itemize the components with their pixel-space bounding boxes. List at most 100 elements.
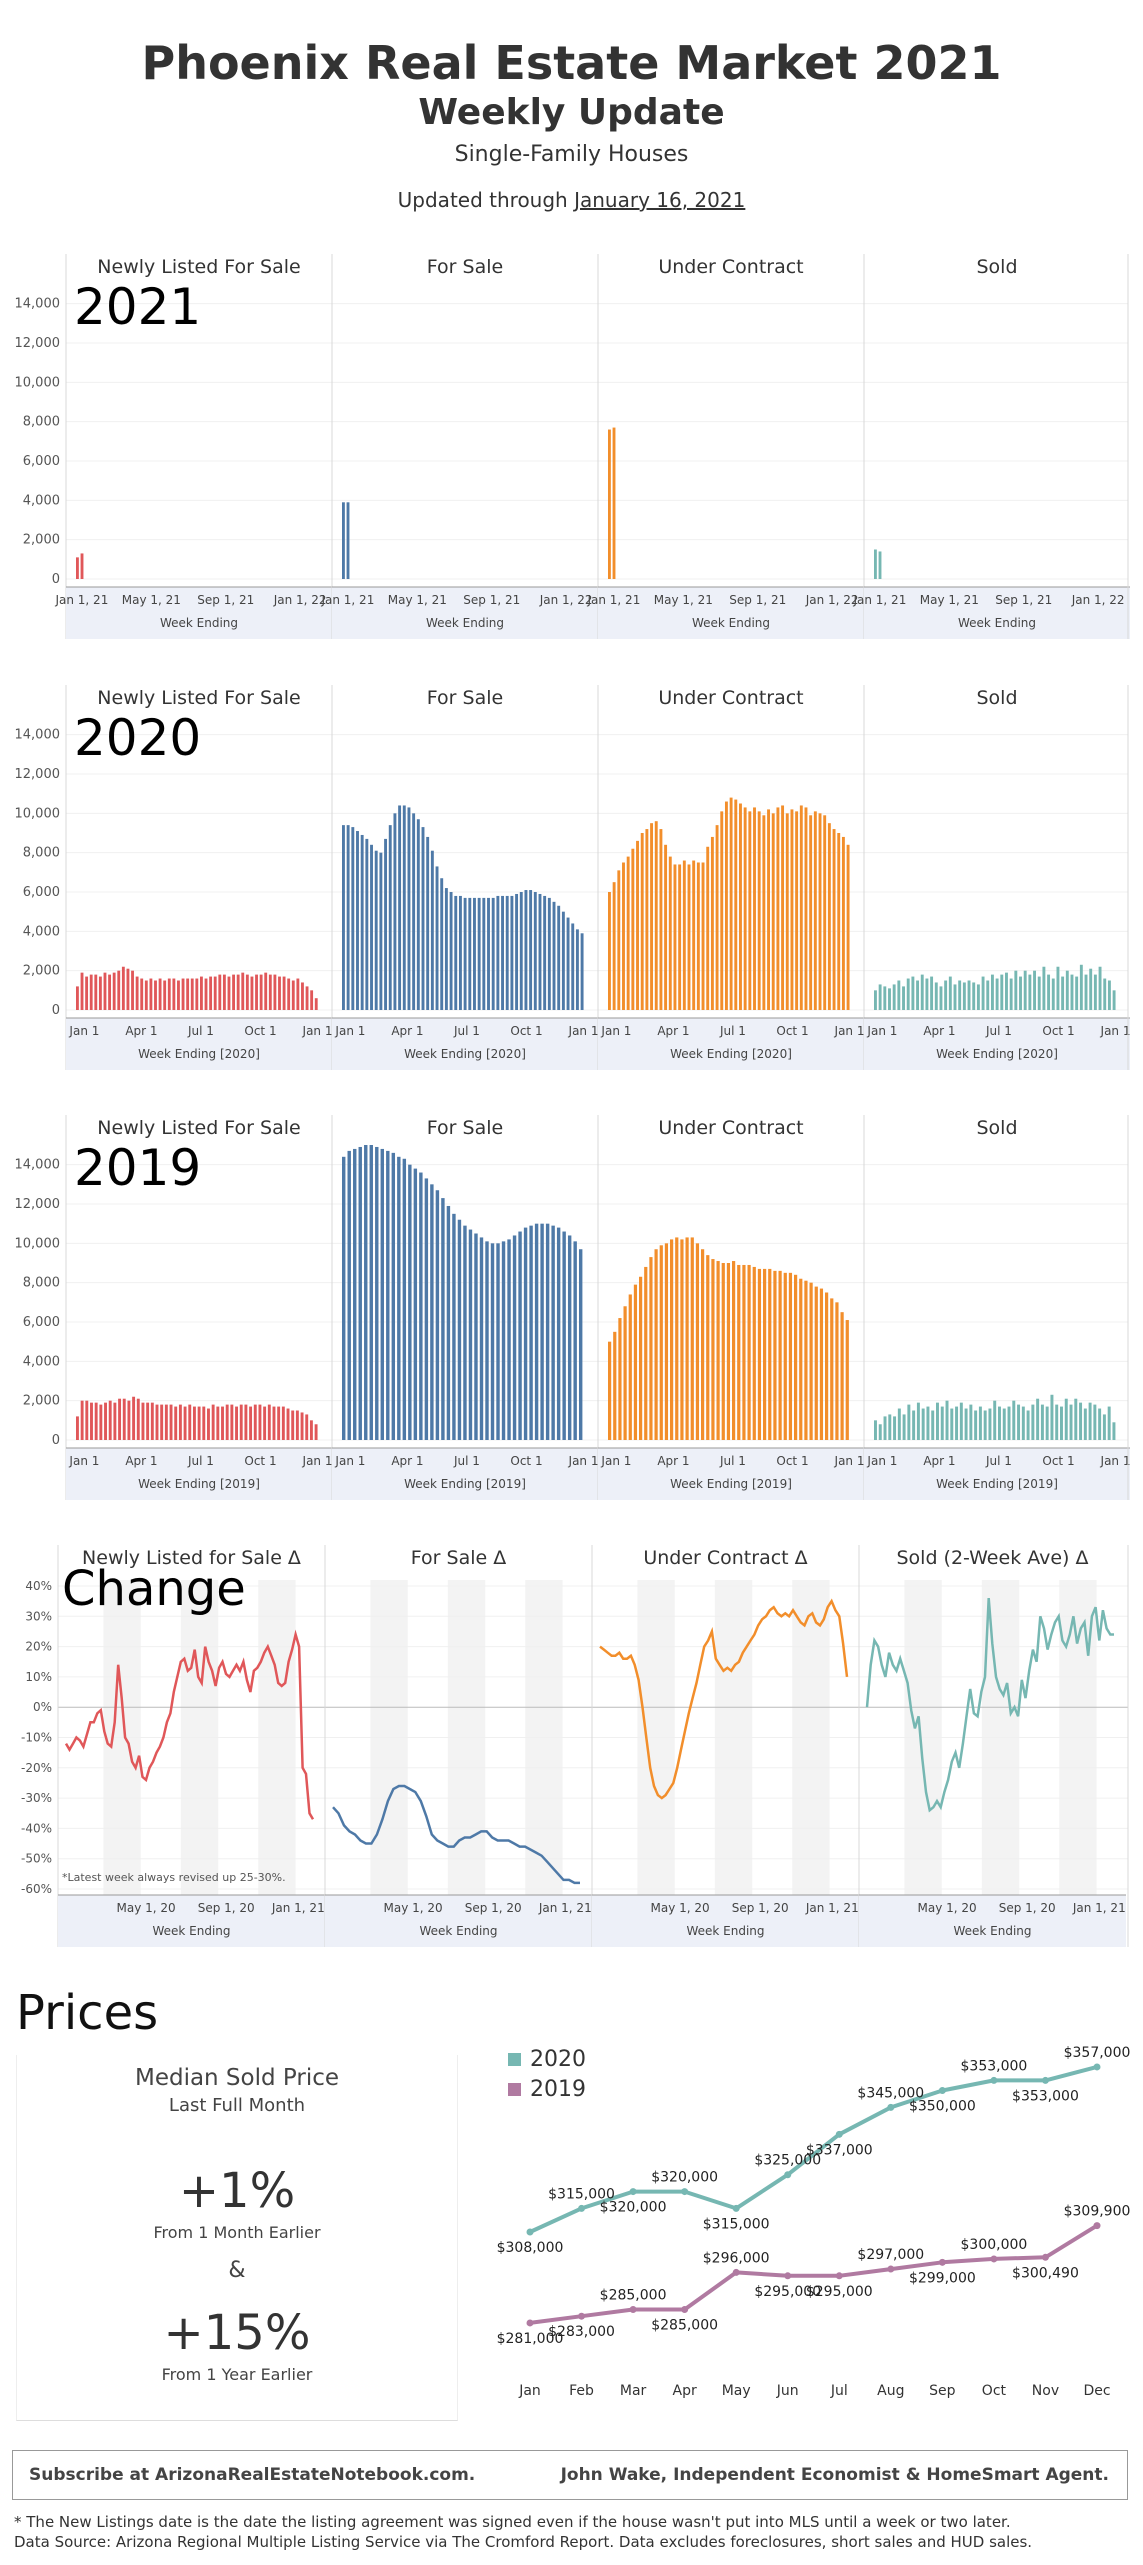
bar: [249, 1406, 253, 1440]
bar: [300, 1412, 304, 1440]
bar: [222, 974, 226, 1010]
bar: [424, 1178, 429, 1440]
bar: [618, 1318, 622, 1440]
price-label: $315,000: [548, 2186, 615, 2202]
bar: [743, 807, 747, 1010]
x-axis-title: Week Ending [2019]: [936, 1477, 1058, 1491]
bar: [1042, 966, 1046, 1010]
bar: [724, 801, 728, 1010]
bar: [680, 1239, 684, 1440]
bar: [790, 809, 794, 1010]
series-line: [599, 1598, 849, 1800]
y-tick-label: 6,000: [23, 1315, 60, 1330]
bar: [174, 1406, 178, 1440]
x-axis-band: [864, 1448, 1130, 1500]
bar: [1014, 970, 1018, 1010]
bar: [538, 893, 542, 1010]
bar: [926, 1406, 930, 1440]
x-tick-label: Jan 1, 22: [539, 593, 593, 607]
price-point: [681, 2188, 689, 2196]
bar: [778, 1270, 782, 1440]
panel-title: Under Contract Δ: [643, 1547, 807, 1569]
bar: [132, 1396, 136, 1440]
x-tick-label: May 1, 21: [388, 593, 447, 607]
price-point: [526, 2228, 534, 2236]
bar: [832, 829, 836, 1010]
bar: [209, 976, 213, 1010]
price-point: [784, 2272, 792, 2280]
x-axis-title: Week Ending: [160, 616, 238, 630]
price-point: [1093, 2222, 1101, 2230]
bar: [752, 1266, 756, 1440]
bar: [360, 834, 364, 1010]
x-axis-band: [598, 1018, 864, 1070]
bar: [154, 980, 157, 1010]
x-axis-title: Week Ending: [419, 1924, 497, 1938]
bar: [753, 807, 756, 1010]
bar: [183, 1406, 187, 1440]
x-tick-label: Oct 1: [1042, 1454, 1074, 1468]
bar: [545, 1223, 550, 1440]
bar: [878, 984, 882, 1010]
bar: [160, 1404, 164, 1440]
bar: [1012, 1400, 1016, 1440]
bar: [692, 860, 696, 1010]
bar: [267, 1404, 271, 1440]
bar: [94, 1402, 98, 1440]
price-point: [732, 2268, 740, 2276]
bar: [962, 982, 966, 1010]
y-tick-label: 14,000: [15, 1158, 61, 1173]
bar: [245, 974, 249, 1010]
bar: [310, 990, 314, 1010]
x-axis-band: [864, 1018, 1130, 1070]
bar: [164, 1404, 168, 1440]
month-label: Jan: [518, 2383, 541, 2399]
bar: [393, 813, 397, 1010]
panel-title: Sold (2-Week Ave) Δ: [896, 1547, 1088, 1569]
bar: [1017, 1404, 1021, 1440]
bar: [353, 1148, 357, 1440]
y-tick-label: -50%: [21, 1852, 52, 1866]
bar: [1045, 1406, 1049, 1440]
bar: [1112, 990, 1116, 1010]
bar: [533, 892, 537, 1010]
x-axis-title: Week Ending [2019]: [138, 1477, 260, 1491]
bar: [874, 990, 877, 1010]
x-tick-label: Sep 1, 21: [197, 593, 254, 607]
bar: [477, 897, 481, 1010]
change-section: 40% 30% 20% 10% 0% -10% -20% -30% -40% -50% -60% Ne…: [21, 1545, 1129, 1947]
bar: [227, 976, 231, 1010]
year-label: 2019: [74, 1139, 201, 1197]
bar: [402, 805, 406, 1010]
bar: [893, 1416, 897, 1440]
bar: [1064, 1398, 1068, 1440]
x-tick-label: Jan 1, 21: [586, 593, 640, 607]
subscribe-link[interactable]: Subscribe at ArizonaRealEstateNotebook.c…: [29, 2465, 476, 2485]
page-subtitle: Weekly Update: [418, 92, 725, 133]
bar: [113, 1402, 117, 1440]
yearly-change-label: From 1 Year Earlier: [161, 2365, 313, 2384]
bar: [444, 888, 448, 1010]
x-axis-band: [332, 587, 598, 639]
bar: [76, 986, 79, 1010]
bar: [496, 1243, 500, 1440]
bar: [140, 978, 144, 1010]
price-point: [938, 2258, 946, 2266]
price-label: $315,000: [703, 2216, 770, 2232]
bar: [916, 1402, 920, 1440]
x-tick-label: Apr 1: [657, 1024, 689, 1038]
bar: [172, 978, 176, 1010]
bar: [934, 982, 938, 1010]
updated-prefix: Updated through: [397, 188, 568, 212]
bar: [976, 984, 980, 1010]
bar: [351, 827, 355, 1010]
bar: [998, 1406, 1001, 1440]
bar: [1060, 1406, 1063, 1440]
panel-title: Under Contract: [658, 256, 803, 278]
x-tick-label: Jan 1: [568, 1454, 599, 1468]
bar: [675, 1237, 679, 1440]
bar: [200, 976, 203, 1010]
bar: [94, 974, 98, 1010]
bar: [496, 895, 500, 1010]
price-point: [990, 2076, 998, 2084]
